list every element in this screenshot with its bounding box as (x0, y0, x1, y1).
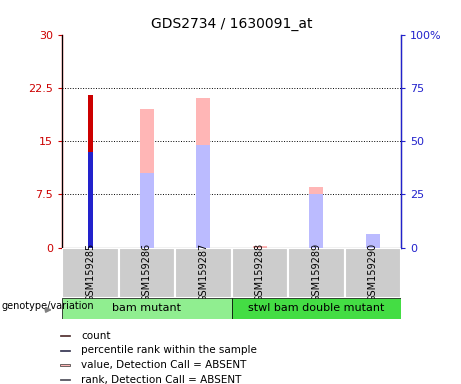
Bar (309, 194, 324, 248)
Text: value, Detection Call = ABSENT: value, Detection Call = ABSENT (82, 360, 247, 370)
Bar (175, 248, 231, 298)
Bar (366, 237, 380, 248)
Text: GSM159290: GSM159290 (368, 243, 378, 302)
Bar (231, 248, 288, 298)
Bar (88, 95, 93, 248)
Bar (140, 173, 154, 248)
Text: GSM159285: GSM159285 (85, 243, 95, 302)
Bar (62, 298, 231, 319)
Text: stwl bam double mutant: stwl bam double mutant (248, 303, 384, 313)
Bar (60, 379, 70, 380)
Bar (60, 335, 70, 336)
Bar (196, 99, 211, 248)
Bar (231, 298, 401, 319)
Text: count: count (82, 331, 111, 341)
Bar (88, 152, 93, 248)
Text: GSM159288: GSM159288 (255, 243, 265, 302)
Text: percentile rank within the sample: percentile rank within the sample (82, 345, 257, 355)
Bar (196, 146, 211, 248)
Bar (140, 109, 154, 248)
Bar (60, 350, 70, 351)
Title: GDS2734 / 1630091_at: GDS2734 / 1630091_at (151, 17, 313, 31)
Bar (288, 248, 344, 298)
Bar (60, 364, 70, 366)
Text: bam mutant: bam mutant (112, 303, 182, 313)
Bar (118, 248, 175, 298)
Bar (344, 248, 401, 298)
Bar (366, 234, 380, 248)
Bar (62, 248, 118, 298)
Bar (309, 187, 324, 248)
Text: GSM159289: GSM159289 (311, 243, 321, 302)
Text: rank, Detection Call = ABSENT: rank, Detection Call = ABSENT (82, 375, 242, 384)
Text: GSM159286: GSM159286 (142, 243, 152, 302)
Text: GSM159287: GSM159287 (198, 243, 208, 302)
Text: genotype/variation: genotype/variation (1, 301, 94, 311)
Bar (253, 245, 267, 248)
